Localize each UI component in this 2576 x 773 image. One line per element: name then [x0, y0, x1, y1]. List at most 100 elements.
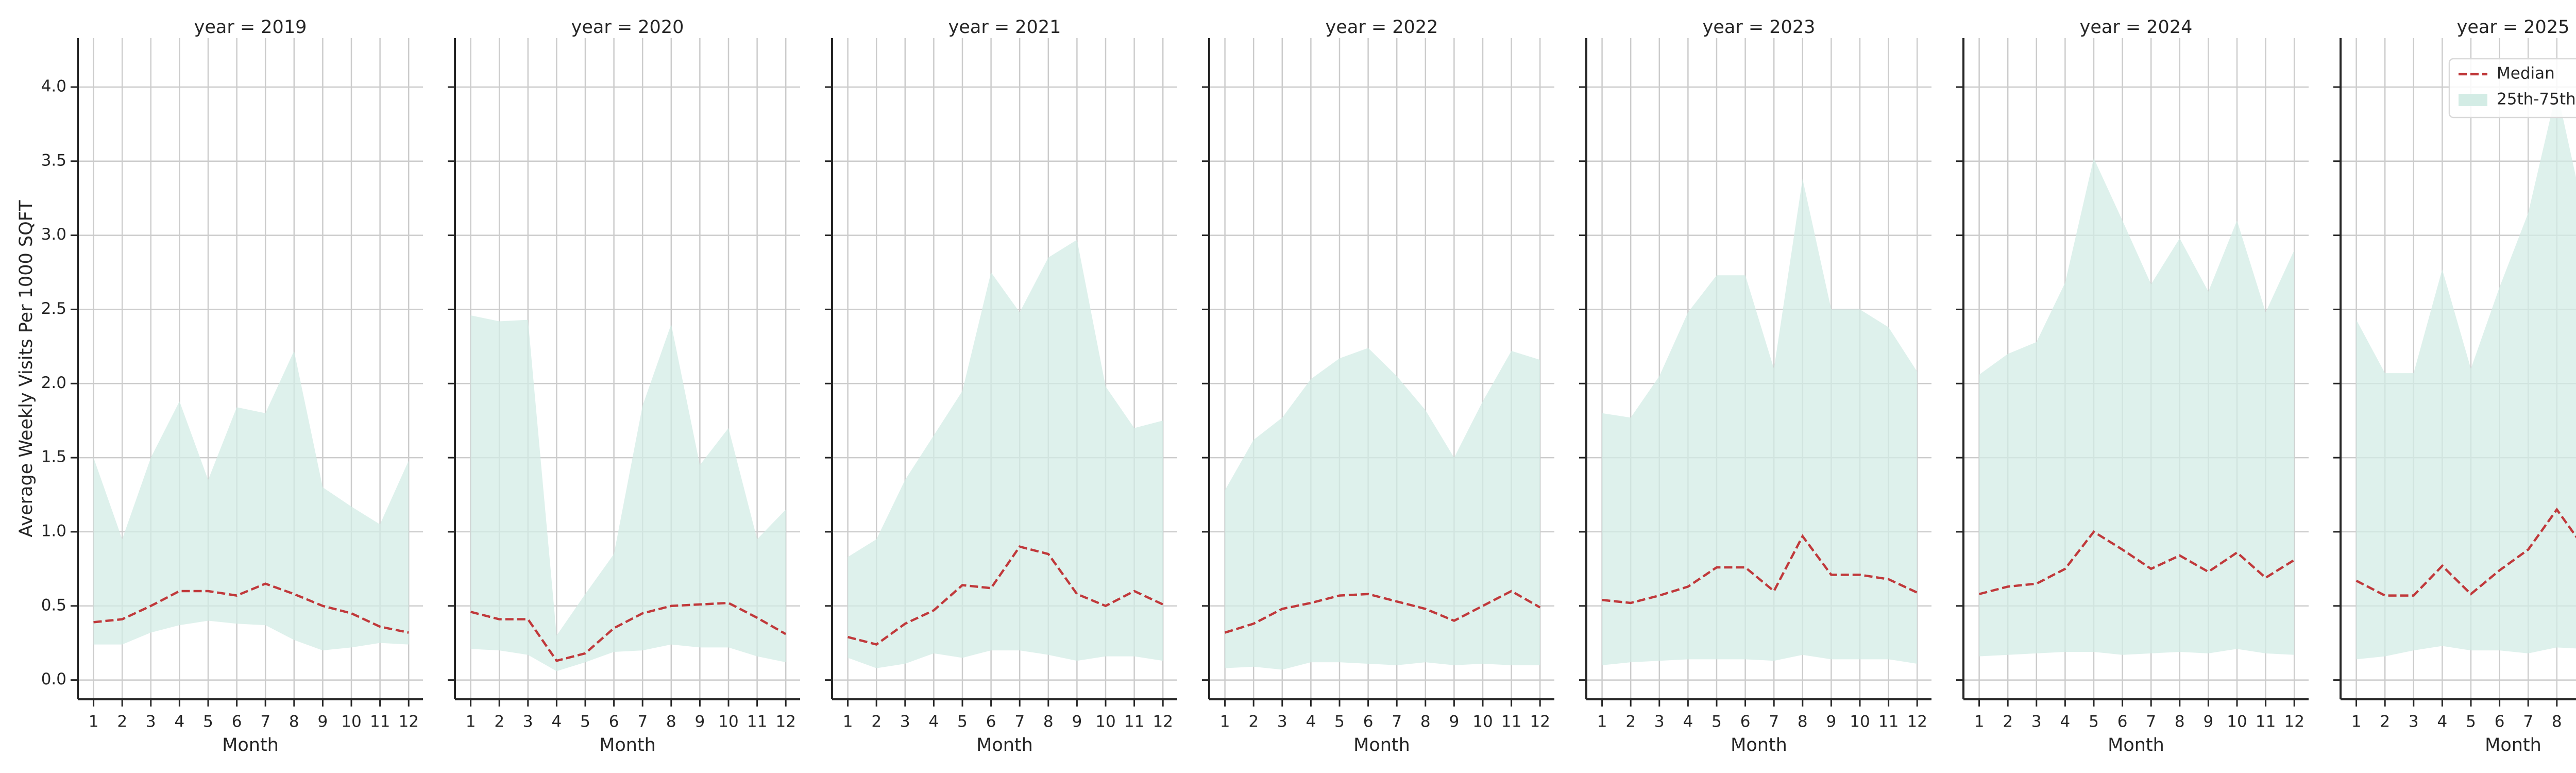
- percentile-band: [848, 240, 1163, 668]
- x-tick-label: 4: [552, 713, 562, 731]
- x-tick-label: 9: [1826, 713, 1837, 731]
- median-line: [1602, 534, 1918, 604]
- x-tick-label: 6: [1363, 713, 1374, 731]
- percentile-band: [470, 315, 786, 671]
- x-tick-label: 6: [232, 713, 242, 731]
- x-tick-label: 5: [2089, 713, 2099, 731]
- x-axis-label: Month: [2485, 735, 2541, 755]
- x-tick-label: 7: [1392, 713, 1402, 731]
- x-tick-label: 9: [695, 713, 705, 731]
- x-tick-label: 7: [2146, 713, 2156, 731]
- panel-title: year = 2023: [1703, 17, 1816, 38]
- x-tick-label: 12: [398, 713, 418, 731]
- x-tick-label: 9: [2204, 713, 2214, 731]
- x-tick-label: 12: [1907, 713, 1927, 731]
- x-tick-label: 6: [986, 713, 996, 731]
- x-tick-label: 4: [1306, 713, 1316, 731]
- y-tick-label: 2.0: [41, 374, 66, 392]
- y-axis-label: Average Weekly Visits Per 1000 SQFT: [16, 200, 37, 537]
- x-tick-label: 6: [2495, 713, 2505, 731]
- x-tick-label: 2: [1248, 713, 1259, 731]
- x-tick-label: 7: [2523, 713, 2533, 731]
- x-tick-label: 10: [1095, 713, 1115, 731]
- x-tick-label: 1: [2351, 713, 2362, 731]
- x-tick-label: 4: [1683, 713, 1693, 731]
- legend-swatch: [2459, 94, 2487, 106]
- y-tick-label: 3.5: [41, 151, 66, 170]
- x-tick-label: 2: [2003, 713, 2013, 731]
- x-tick-label: 8: [2552, 713, 2562, 731]
- y-tick-label: 4.0: [41, 77, 66, 95]
- x-tick-label: 6: [1740, 713, 1751, 731]
- panel-title: year = 2024: [2080, 17, 2193, 38]
- x-tick-label: 3: [1654, 713, 1665, 731]
- x-tick-label: 7: [1014, 713, 1025, 731]
- x-tick-label: 10: [1850, 713, 1870, 731]
- x-tick-label: 10: [718, 713, 738, 731]
- legend-label: 25th-75th Percentile: [2497, 90, 2576, 109]
- x-tick-label: 12: [2284, 713, 2304, 731]
- x-tick-label: 1: [466, 713, 476, 731]
- median-line: [1979, 530, 2295, 595]
- x-axis-label: Month: [599, 735, 656, 755]
- x-tick-label: 7: [637, 713, 648, 731]
- x-tick-label: 12: [775, 713, 795, 731]
- x-axis-label: Month: [222, 735, 279, 755]
- x-tick-label: 8: [666, 713, 676, 731]
- x-tick-label: 11: [1501, 713, 1521, 731]
- x-tick-label: 11: [2256, 713, 2276, 731]
- percentile-band: [1602, 179, 1918, 665]
- x-tick-label: 1: [89, 713, 99, 731]
- x-tick-label: 5: [1711, 713, 1722, 731]
- x-tick-label: 8: [289, 713, 299, 731]
- median-line: [2355, 507, 2576, 597]
- percentile-band: [93, 350, 409, 651]
- x-tick-label: 4: [175, 713, 185, 731]
- x-tick-label: 5: [2466, 713, 2476, 731]
- x-tick-label: 4: [2437, 713, 2448, 731]
- x-tick-label: 11: [370, 713, 390, 731]
- x-tick-label: 8: [1798, 713, 1808, 731]
- x-tick-label: 3: [2031, 713, 2042, 731]
- panel-title: year = 2022: [1326, 17, 1438, 38]
- x-tick-label: 9: [1072, 713, 1082, 731]
- x-tick-label: 3: [1277, 713, 1287, 731]
- panel-title: year = 2020: [571, 17, 684, 38]
- x-tick-label: 3: [2409, 713, 2419, 731]
- x-tick-label: 5: [1334, 713, 1345, 731]
- legend-label: Median: [2497, 64, 2555, 83]
- x-tick-label: 1: [843, 713, 853, 731]
- x-tick-label: 9: [1449, 713, 1460, 731]
- x-tick-label: 10: [1472, 713, 1493, 731]
- y-tick-label: 1.5: [41, 448, 66, 466]
- x-tick-label: 3: [523, 713, 533, 731]
- panel-title: year = 2019: [194, 17, 307, 38]
- x-tick-label: 11: [1124, 713, 1144, 731]
- panel-title: year = 2021: [948, 17, 1061, 38]
- x-tick-label: 5: [957, 713, 968, 731]
- x-tick-label: 6: [2117, 713, 2128, 731]
- x-tick-label: 8: [1420, 713, 1431, 731]
- percentile-band: [1225, 348, 1540, 670]
- x-tick-label: 10: [2227, 713, 2247, 731]
- percentile-band: [2356, 90, 2576, 660]
- x-tick-label: 2: [494, 713, 504, 731]
- median-line: [470, 601, 787, 662]
- x-tick-label: 4: [2060, 713, 2071, 731]
- x-tick-label: 5: [203, 713, 213, 731]
- y-tick-label: 0.0: [41, 670, 66, 688]
- x-tick-label: 3: [146, 713, 156, 731]
- x-tick-label: 4: [929, 713, 939, 731]
- x-tick-label: 10: [341, 713, 361, 731]
- y-tick-label: 3.0: [41, 225, 66, 244]
- x-axis-label: Month: [2108, 735, 2164, 755]
- x-tick-label: 11: [1878, 713, 1899, 731]
- x-tick-label: 2: [871, 713, 882, 731]
- x-tick-label: 1: [1220, 713, 1230, 731]
- x-tick-label: 2: [2380, 713, 2390, 731]
- x-tick-label: 11: [747, 713, 767, 731]
- x-tick-label: 12: [1153, 713, 1173, 731]
- x-tick-label: 2: [117, 713, 127, 731]
- x-tick-label: 2: [1625, 713, 1636, 731]
